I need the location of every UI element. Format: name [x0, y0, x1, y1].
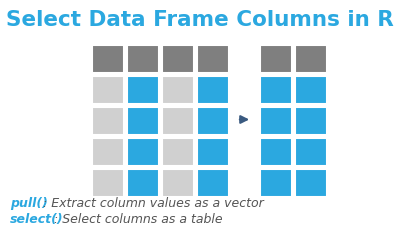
Bar [92, 45, 124, 73]
Bar [127, 169, 159, 197]
Bar [197, 45, 229, 73]
Bar [92, 138, 124, 166]
Bar [197, 138, 229, 166]
Bar [295, 107, 327, 135]
Bar [162, 45, 194, 73]
Text: Select Data Frame Columns in R: Select Data Frame Columns in R [6, 10, 394, 30]
Bar [127, 45, 159, 73]
Bar [127, 76, 159, 104]
Bar [260, 138, 292, 166]
Bar [295, 45, 327, 73]
Bar [260, 76, 292, 104]
Bar [260, 45, 292, 73]
Bar [295, 169, 327, 197]
Bar [260, 107, 292, 135]
Bar [92, 169, 124, 197]
Bar [260, 169, 292, 197]
Bar [127, 107, 159, 135]
Text: : Select columns as a table: : Select columns as a table [54, 213, 223, 226]
Text: pull(): pull() [10, 197, 48, 210]
Text: : Extract column values as a vector: : Extract column values as a vector [43, 197, 264, 210]
Bar [92, 76, 124, 104]
Bar [162, 107, 194, 135]
Bar [127, 138, 159, 166]
Bar [197, 169, 229, 197]
Bar [92, 107, 124, 135]
Bar [197, 76, 229, 104]
Bar [162, 76, 194, 104]
Bar [162, 138, 194, 166]
Bar [197, 107, 229, 135]
Bar [162, 169, 194, 197]
Bar [295, 76, 327, 104]
Bar [295, 138, 327, 166]
Text: select(): select() [10, 213, 64, 226]
